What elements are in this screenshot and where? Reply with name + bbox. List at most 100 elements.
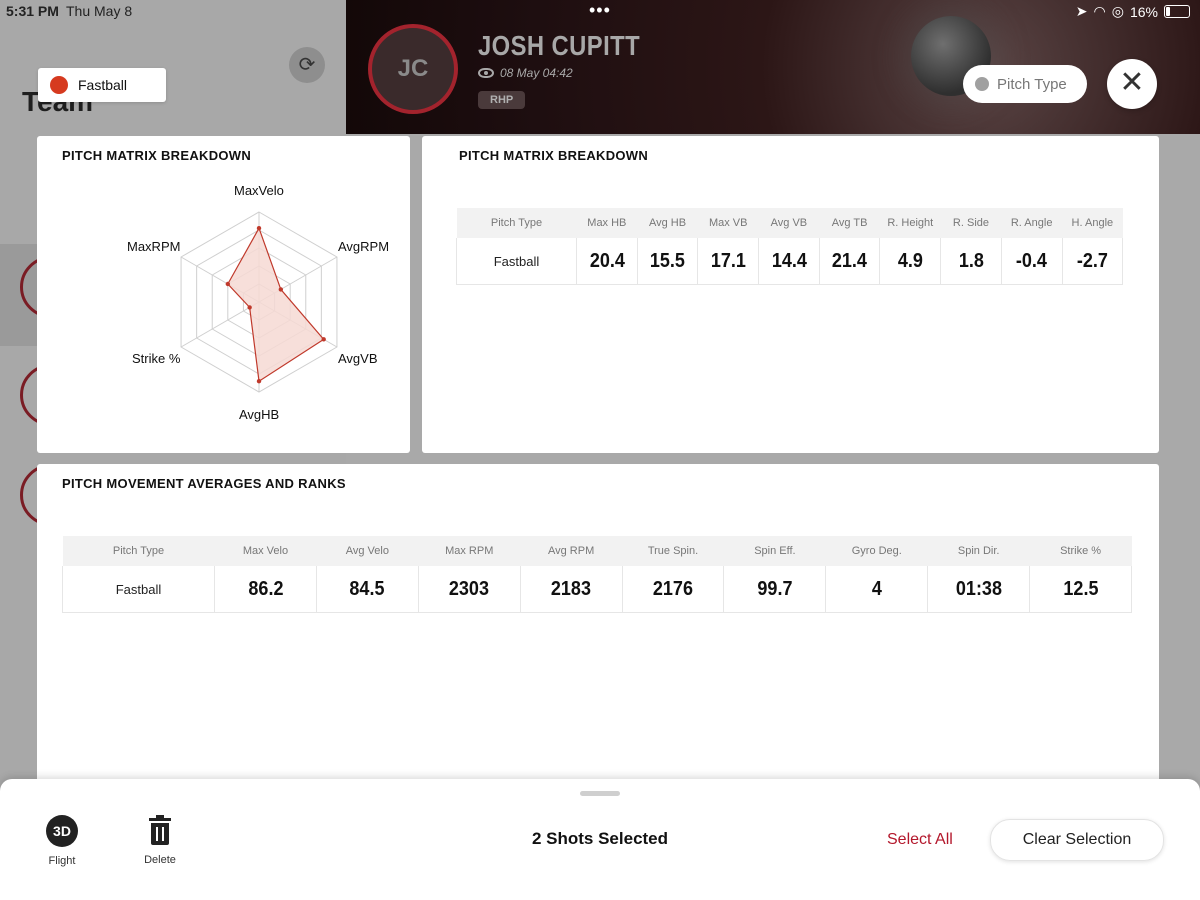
matrix-value-cell: -2.7: [1065, 238, 1121, 285]
matrix-column-header: R. Angle: [1001, 208, 1062, 238]
movement-value-cell: 01:38: [932, 566, 1025, 613]
movement-value-cell: 99.7: [729, 566, 822, 613]
flight-button[interactable]: 3D Flight: [32, 815, 92, 867]
delete-button[interactable]: Delete: [130, 815, 190, 866]
status-date: Thu May 8: [66, 3, 133, 19]
wifi-icon: ◠: [1093, 3, 1106, 19]
matrix-value-cell: 21.4: [822, 238, 878, 285]
session-datetime: 08 May 04:42: [500, 66, 573, 80]
matrix-value-cell: 17.1: [700, 238, 756, 285]
delete-label: Delete: [144, 854, 176, 866]
movement-value-cell: 86.2: [219, 566, 312, 613]
session-date: 08 May 04:42: [478, 66, 573, 80]
status-bar: 5:31 PM Thu May 8 ••• ➤ ◠ ◎ 16%: [0, 0, 1200, 22]
selection-action-sheet: 3D Flight Delete 2 Shots Selected Select…: [0, 779, 1200, 900]
pitch-type-cell: Fastball: [62, 566, 215, 613]
radar-series-area: [227, 226, 325, 383]
pitch-movement-panel: PITCH MOVEMENT AVERAGES AND RANKS Pitch …: [37, 464, 1159, 784]
radar-axis-label: AvgHB: [239, 406, 280, 422]
pitch-matrix-panel: PITCH MATRIX BREAKDOWN Pitch Type Max HB A…: [422, 136, 1159, 453]
radar-panel: PITCH MATRIX BREAKDOWN MaxVelo AvgRPM AvgV…: [37, 136, 410, 453]
clear-selection-button[interactable]: Clear Selection: [990, 819, 1164, 861]
pitch-type-dot-icon: [975, 77, 989, 91]
pitch-movement-title: PITCH MOVEMENT AVERAGES AND RANKS: [62, 476, 346, 491]
pitch-movement-table: Pitch Type Max Velo Avg Velo Max RPM Avg RPM…: [62, 536, 1132, 613]
select-all-button[interactable]: Select All: [887, 831, 953, 848]
player-avatar: JC: [368, 24, 458, 114]
movement-column-header: Strike %: [1029, 536, 1132, 566]
movement-column-header: Avg Velo: [316, 536, 419, 566]
movement-column-header: Avg RPM: [520, 536, 623, 566]
status-icons: ➤ ◠ ◎ 16%: [1076, 3, 1190, 20]
matrix-value-cell: 4.9: [882, 238, 939, 285]
pitch-type-cell: Fastball: [456, 238, 577, 285]
pitch-matrix-title: PITCH MATRIX BREAKDOWN: [459, 148, 649, 163]
battery-percent: 16%: [1129, 3, 1158, 20]
radar-chart: [180, 211, 338, 393]
matrix-column-header: Max VB: [697, 208, 759, 238]
movement-value-cell: 4: [830, 566, 924, 613]
eye-icon: [478, 68, 494, 78]
movement-value-cell: 84.5: [321, 566, 414, 613]
radar-panel-title: PITCH MATRIX BREAKDOWN: [62, 148, 252, 163]
table-row[interactable]: Fastball 20.4 15.5 17.1 14.4 21.4 4.9 1.8 -0.4 -2…: [456, 238, 1123, 285]
table-header-row: Pitch Type Max Velo Avg Velo Max RPM Avg RPM…: [62, 536, 1132, 566]
movement-value-cell: 12.5: [1034, 566, 1127, 613]
movement-value-cell: 2183: [525, 566, 618, 613]
status-time: 5:31 PM: [6, 3, 59, 19]
orientation-lock-icon: ◎: [1111, 3, 1124, 19]
matrix-column-header: Max HB: [576, 208, 638, 238]
movement-column-header: Spin Dir.: [927, 536, 1030, 566]
matrix-column-header: R. Side: [940, 208, 1002, 238]
pitch-filter-label: Fastball: [78, 77, 128, 93]
matrix-value-cell: -0.4: [1004, 238, 1060, 285]
pitch-type-label: Pitch Type: [997, 75, 1067, 93]
trash-icon: [149, 815, 171, 845]
multitask-dots-icon[interactable]: •••: [589, 0, 611, 20]
movement-column-header: Gyro Deg.: [825, 536, 928, 566]
radar-axis-label: Strike %: [132, 350, 181, 366]
selection-count: 2 Shots Selected: [531, 829, 669, 848]
radar-point-avgvb: [321, 337, 326, 342]
movement-value-cell: 2303: [423, 566, 516, 613]
matrix-column-header: Avg VB: [758, 208, 820, 238]
sheet-grabber[interactable]: [580, 791, 620, 796]
matrix-column-header: Avg HB: [637, 208, 698, 238]
radar-axis-label: AvgVB: [337, 350, 378, 366]
flight-label: Flight: [48, 855, 76, 867]
radar-point-avghb: [256, 379, 262, 384]
movement-value-cell: 2176: [627, 566, 720, 613]
fastball-color-dot-icon: [50, 76, 68, 94]
matrix-column-header: Pitch Type: [456, 208, 577, 238]
battery-icon: [1164, 5, 1190, 18]
3d-flight-icon: 3D: [46, 815, 78, 847]
radar-point-maxrpm: [225, 281, 231, 287]
matrix-value-cell: 15.5: [640, 238, 696, 285]
radar-axis-label: MaxRPM: [127, 238, 181, 254]
radar-axis-label: MaxVelo: [234, 182, 284, 198]
matrix-value-cell: 14.4: [761, 238, 817, 285]
pitch-filter-chip[interactable]: Fastball: [38, 68, 166, 102]
radar-grid-spoke: [180, 301, 260, 348]
movement-column-header: Max Velo: [214, 536, 317, 566]
radar-point-avgrpm: [278, 287, 284, 292]
radar-point-strike-: [247, 305, 252, 310]
pitch-type-button[interactable]: Pitch Type: [963, 65, 1087, 103]
matrix-column-header: Avg TB: [819, 208, 880, 238]
sync-icon[interactable]: ⟳: [289, 47, 325, 83]
radar-axis-label: AvgRPM: [337, 238, 390, 254]
movement-column-header: Pitch Type: [62, 536, 215, 566]
matrix-column-header: H. Angle: [1062, 208, 1123, 238]
location-icon: ➤: [1075, 3, 1088, 19]
matrix-value-cell: 20.4: [579, 238, 635, 285]
player-name: JOSH CUPITT: [478, 30, 641, 61]
radar-point-maxvelo: [256, 226, 262, 231]
movement-column-header: True Spin.: [622, 536, 724, 566]
close-button[interactable]: ✕: [1107, 59, 1157, 109]
movement-column-header: Spin Eff.: [723, 536, 826, 566]
table-row[interactable]: Fastball 86.2 84.5 2303 2183 2176 99.7 4 01:38 12…: [62, 566, 1132, 613]
table-header-row: Pitch Type Max HB Avg HB Max VB Avg VB Avg TB…: [456, 208, 1123, 238]
close-icon: ✕: [1119, 66, 1145, 99]
matrix-value-cell: 1.8: [943, 238, 999, 285]
movement-column-header: Max RPM: [418, 536, 521, 566]
